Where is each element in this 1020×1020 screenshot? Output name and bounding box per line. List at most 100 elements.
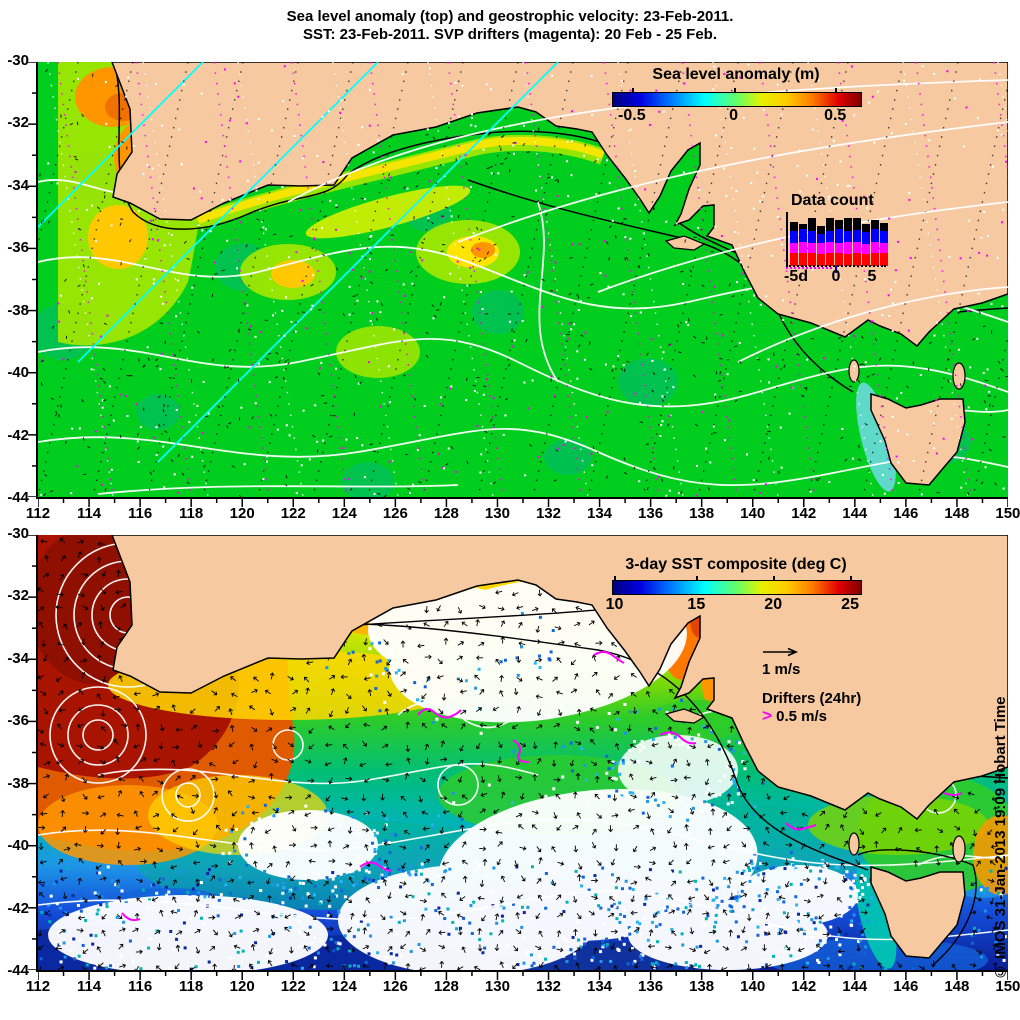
colorbar-tick-label: 0.5 (824, 107, 847, 124)
x-tick-label: 114 (76, 978, 102, 995)
x-tick-label: 124 (331, 978, 357, 995)
data-count-bar (808, 218, 816, 266)
bar-segment-J-2 (853, 242, 861, 253)
bar-segment-Cr2/C30 (853, 218, 861, 230)
x-tick-label: 148 (944, 505, 970, 522)
bar-segment-Env (853, 230, 861, 242)
x-tick-label: 136 (638, 978, 664, 995)
bar-segment-J-2 (799, 242, 807, 253)
colorbar-tick (773, 576, 776, 581)
sst-colorbar-labels: 10 15 20 25 (606, 596, 860, 614)
bar-segment-J-2 (871, 242, 879, 253)
colorbar-tick-label: 10 (605, 596, 624, 613)
bar-segment-Cr2/C30 (826, 218, 834, 231)
x-tick-label: 132 (535, 505, 561, 522)
bar-segment-J-1 (799, 253, 807, 266)
colorbar-tick-label: 0 (729, 107, 738, 124)
colorbar-tick (631, 88, 634, 93)
title-line-2: SST: 23-Feb-2011. SVP drifters (magenta)… (302, 26, 718, 43)
sla-map (38, 62, 1008, 497)
sla-map-panel (36, 62, 1008, 499)
sla-colorbar-labels: -0.5 0 0.5 (612, 107, 860, 125)
land-mass (111, 62, 1008, 486)
drifter-arrow-icon: > (762, 706, 772, 725)
x-tick-label: 114 (76, 505, 102, 522)
colorbar-tick-label: 25 (841, 596, 859, 613)
sla-yaxis-labels: -30 -32 -34 -36 -38 -40 -42 -44 (0, 53, 30, 506)
bar-segment-J-1 (853, 253, 861, 266)
y-tick-label: -36 (7, 239, 29, 257)
x-tick-label: 146 (893, 978, 919, 995)
data-count-title: Data count (791, 192, 874, 209)
data-count-xaxis-labels: -5d 0 5 (784, 268, 887, 286)
bar-segment-Env (844, 231, 852, 242)
cyan-altimeter-tracks (38, 62, 559, 463)
data-count-bars (790, 210, 890, 266)
page-title: Sea level anomaly (top) and geostrophic … (0, 8, 1020, 44)
bar-segment-Cr2/C30 (844, 218, 852, 231)
tasmania (870, 865, 966, 959)
bar-segment-J-2 (817, 243, 825, 254)
sst-map (38, 535, 1008, 970)
bar-segment-Cr2/C30 (862, 224, 870, 232)
x-tick-label: 148 (944, 978, 970, 995)
bar-segment-J-2 (880, 243, 888, 253)
colorbar-tick (733, 88, 736, 93)
x-tick-label: 142 (791, 505, 817, 522)
sla-colorbar-title: Sea level anomaly (m) (652, 66, 820, 83)
x-tick-label: 122 (280, 505, 306, 522)
data-count-bar (880, 223, 888, 266)
colorbar-tick (835, 88, 838, 93)
y-tick-label: -34 (7, 176, 29, 194)
bar-segment-Env (817, 234, 825, 243)
sla-xaxis-labels: 112 114 116 118 120 122 124 126 128 130 132 134 136 1… (18, 505, 1020, 522)
colorbar-tick (850, 576, 853, 581)
sla-yaxis-ticks (28, 62, 36, 497)
x-tick-label: 112 (25, 978, 51, 995)
x-tick-label: 118 (179, 978, 204, 995)
bar-segment-J-1 (817, 254, 825, 266)
title-line-1: Sea level anomaly (top) and geostrophic … (286, 8, 734, 25)
sla-contours-land (287, 79, 1008, 363)
bar-segment-J-2 (835, 243, 843, 253)
velocity-scale-label: 1 m/s (762, 661, 801, 678)
bar-segment-J-1 (871, 253, 879, 266)
x-tick-label: 140 (740, 505, 766, 522)
x-tick-label: 134 (587, 978, 613, 995)
data-count-bar (790, 222, 798, 266)
bar-segment-Env (799, 229, 807, 242)
data-count-bar (835, 220, 843, 266)
flinders-island (952, 362, 966, 390)
data-count-bar (844, 218, 852, 266)
copyright-text: © IMOS 31-Jan-2013 19:09 Hobart Time (992, 696, 1009, 981)
data-count-baseline-magenta (786, 267, 832, 269)
y-tick-label: -36 (7, 712, 29, 730)
x-tick-label: 130 (484, 505, 510, 522)
x-tick-label: 120 (229, 505, 255, 522)
sla-colorbar (612, 88, 862, 107)
australia-coastline (111, 62, 1008, 348)
dotted-ground-tracks (38, 62, 1008, 497)
data-count-x-label: 5 (867, 268, 877, 285)
data-count-bar (862, 224, 870, 266)
velocity-arrow-field (38, 538, 1001, 970)
colorbar-tick (614, 576, 617, 581)
x-tick-label: 138 (689, 505, 715, 522)
bar-segment-Env (880, 231, 888, 243)
bar-segment-J-1 (808, 253, 816, 266)
bar-segment-Env (835, 229, 843, 243)
king-island (848, 359, 860, 383)
x-tick-label: 134 (587, 505, 613, 522)
x-tick-label: 132 (535, 978, 561, 995)
x-tick-label: 142 (791, 978, 817, 995)
y-tick-label: -40 (7, 364, 29, 382)
sst-yaxis-labels: -30 -32 -34 -36 -38 -40 -42 -44 (0, 526, 30, 979)
drifters-legend-title: Drifters (24hr) (762, 690, 862, 707)
bar-segment-Cr2/C30 (880, 223, 888, 231)
bar-segment-J-2 (790, 243, 798, 253)
y-tick-label: -44 (7, 961, 29, 979)
data-count-zero-tick (835, 266, 837, 273)
sst-yaxis-ticks (28, 535, 36, 970)
bar-segment-J-2 (826, 242, 834, 253)
